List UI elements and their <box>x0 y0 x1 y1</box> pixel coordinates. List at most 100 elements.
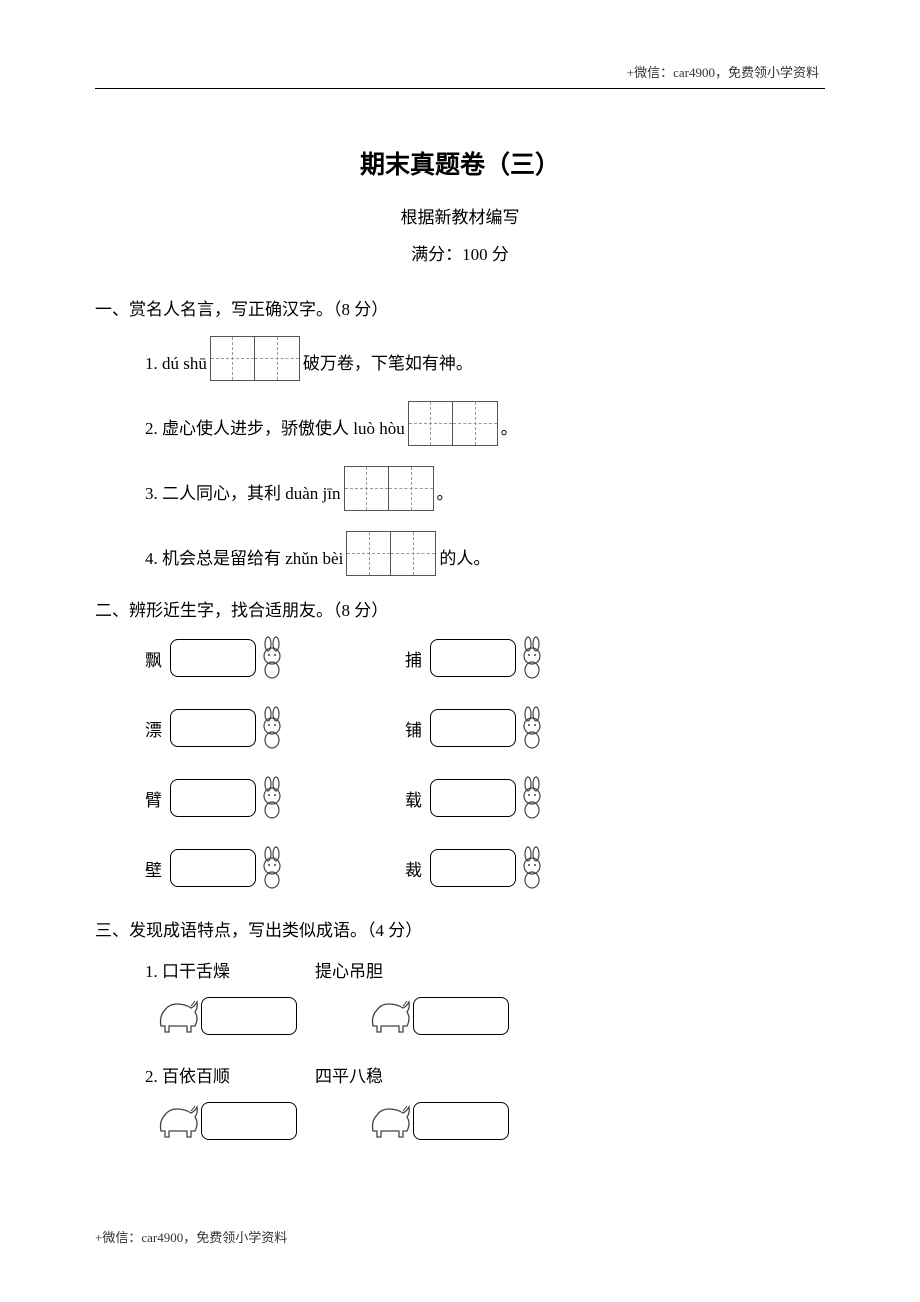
g2-label: 2. <box>145 1067 158 1086</box>
horse-icon <box>155 996 201 1036</box>
section-2-heading: 二、辨形近生字，找合适朋友。（8 分） <box>95 596 825 627</box>
q1-prefix: 1. dú shū <box>145 347 207 381</box>
q1-grid[interactable] <box>210 336 300 381</box>
footer-text: +微信：car4900，免费领小学资料 <box>95 1227 287 1246</box>
pair-char: 铺 <box>405 716 422 741</box>
q1-line: 1. dú shū 破万卷，下笔如有神。 <box>145 336 825 381</box>
section-3-heading: 三、发现成语特点，写出类似成语。（4 分） <box>95 916 825 947</box>
pair-char: 载 <box>405 786 422 811</box>
rabbit-icon <box>256 636 292 680</box>
g2-ex1: 百依百顺 <box>162 1067 230 1086</box>
page-title: 期末真题卷（三） <box>95 145 825 181</box>
answer-box[interactable] <box>430 636 552 680</box>
idiom-row-1 <box>155 996 825 1036</box>
page: +微信：car4900，免费领小学资料 期末真题卷（三） 根据新教材编写 满分：… <box>0 0 920 1207</box>
g2-ex2: 四平八稳 <box>315 1062 383 1087</box>
tian-cell[interactable] <box>389 466 434 511</box>
idiom-answer-4[interactable] <box>367 1101 509 1141</box>
answer-box[interactable] <box>170 846 292 890</box>
q2-prefix: 2. 虚心使人进步，骄傲使人 luò hòu <box>145 412 405 446</box>
g1-label: 1. <box>145 962 158 981</box>
pair-row: 壁 裁 <box>145 846 825 890</box>
q2-grid[interactable] <box>408 401 498 446</box>
answer-box[interactable] <box>170 776 292 820</box>
rect-box[interactable] <box>201 1102 297 1140</box>
header-right-text: +微信：car4900，免费领小学资料 <box>95 62 825 88</box>
answer-box[interactable] <box>430 776 552 820</box>
rect-box[interactable] <box>430 639 516 677</box>
g1-ex2: 提心吊胆 <box>315 957 383 982</box>
idiom-answer-2[interactable] <box>367 996 509 1036</box>
rabbit-icon <box>516 776 552 820</box>
q3-grid[interactable] <box>344 466 434 511</box>
q4-grid[interactable] <box>346 531 436 576</box>
rect-box[interactable] <box>201 997 297 1035</box>
pair-char: 壁 <box>145 856 162 881</box>
answer-box[interactable] <box>430 846 552 890</box>
horse-icon <box>367 1101 413 1141</box>
pair-item: 飘 <box>145 636 405 680</box>
g1-ex1: 口干舌燥 <box>162 962 230 981</box>
idiom-row-2 <box>155 1101 825 1141</box>
pair-row: 臂 载 <box>145 776 825 820</box>
s3-g2-examples: 2. 百依百顺 四平八稳 <box>145 1062 825 1087</box>
tian-cell[interactable] <box>255 336 300 381</box>
q3-prefix: 3. 二人同心，其利 duàn jīn <box>145 477 341 511</box>
pair-item: 载 <box>405 776 552 820</box>
rect-box[interactable] <box>430 779 516 817</box>
q2-suffix: 。 <box>501 412 518 446</box>
rect-box[interactable] <box>170 849 256 887</box>
q4-prefix: 4. 机会总是留给有 zhǔn bèi <box>145 542 343 576</box>
section-1-heading: 一、赏名人名言，写正确汉字。（8 分） <box>95 295 825 326</box>
q3-suffix: 。 <box>437 477 454 511</box>
rabbit-icon <box>516 706 552 750</box>
rabbit-icon <box>256 706 292 750</box>
pair-item: 漂 <box>145 706 405 750</box>
pair-char: 臂 <box>145 786 162 811</box>
rect-box[interactable] <box>430 849 516 887</box>
pair-item: 铺 <box>405 706 552 750</box>
tian-cell[interactable] <box>210 336 255 381</box>
pair-row: 漂 铺 <box>145 706 825 750</box>
rabbit-icon <box>516 846 552 890</box>
pair-item: 捕 <box>405 636 552 680</box>
rabbit-icon <box>256 846 292 890</box>
rect-box[interactable] <box>413 1102 509 1140</box>
q1-suffix: 破万卷，下笔如有神。 <box>303 347 473 381</box>
pair-char: 飘 <box>145 646 162 671</box>
tian-cell[interactable] <box>346 531 391 576</box>
pair-char: 漂 <box>145 716 162 741</box>
horse-icon <box>367 996 413 1036</box>
q4-suffix: 的人。 <box>439 542 490 576</box>
pair-row: 飘 捕 <box>145 636 825 680</box>
tian-cell[interactable] <box>344 466 389 511</box>
header-rule <box>95 88 825 89</box>
idiom-answer-3[interactable] <box>155 1101 297 1141</box>
answer-box[interactable] <box>170 706 292 750</box>
pair-item: 裁 <box>405 846 552 890</box>
rect-box[interactable] <box>170 779 256 817</box>
rabbit-icon <box>256 776 292 820</box>
tian-cell[interactable] <box>453 401 498 446</box>
rabbit-icon <box>516 636 552 680</box>
rect-box[interactable] <box>413 997 509 1035</box>
idiom-answer-1[interactable] <box>155 996 297 1036</box>
pair-grid: 飘 捕 漂 <box>145 636 825 890</box>
answer-box[interactable] <box>170 636 292 680</box>
horse-icon <box>155 1101 201 1141</box>
tian-cell[interactable] <box>391 531 436 576</box>
q2-line: 2. 虚心使人进步，骄傲使人 luò hòu 。 <box>145 401 825 446</box>
score-line: 满分：100 分 <box>95 240 825 265</box>
s3-g1-examples: 1. 口干舌燥 提心吊胆 <box>145 957 825 982</box>
pair-char: 捕 <box>405 646 422 671</box>
rect-box[interactable] <box>430 709 516 747</box>
answer-box[interactable] <box>430 706 552 750</box>
pair-item: 臂 <box>145 776 405 820</box>
rect-box[interactable] <box>170 639 256 677</box>
pair-char: 裁 <box>405 856 422 881</box>
pair-item: 壁 <box>145 846 405 890</box>
rect-box[interactable] <box>170 709 256 747</box>
q4-line: 4. 机会总是留给有 zhǔn bèi 的人。 <box>145 531 825 576</box>
page-subtitle: 根据新教材编写 <box>95 203 825 228</box>
tian-cell[interactable] <box>408 401 453 446</box>
